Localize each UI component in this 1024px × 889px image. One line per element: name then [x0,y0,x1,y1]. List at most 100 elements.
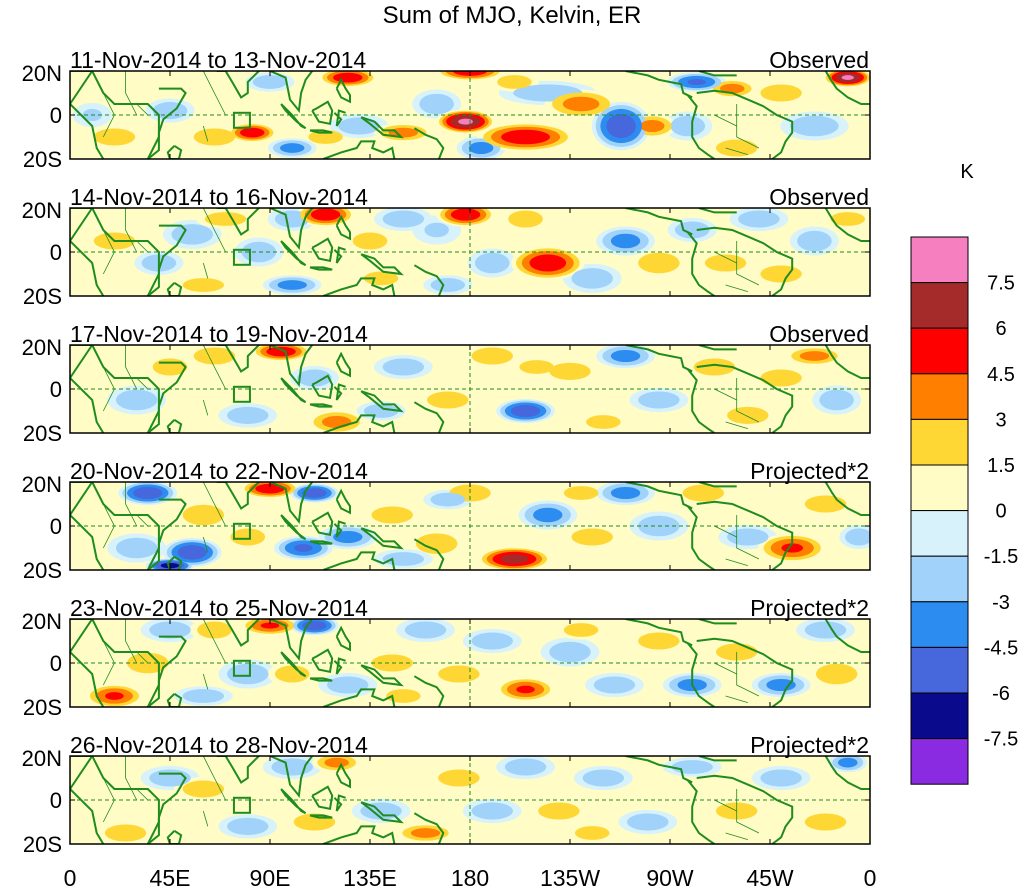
colorbar-swatch [910,738,969,785]
contour-blob [105,692,124,700]
country-border [202,673,209,690]
contour-blob [182,689,225,703]
coastline [360,527,404,550]
contour-blob [371,506,413,524]
coastline [309,129,333,134]
colorbar-level-label: 3 [995,409,1006,431]
contour-blob [738,210,780,228]
country-border [125,756,138,801]
coastline [360,801,404,824]
contour-blob [841,75,854,81]
y-tick-label: 20S [23,695,62,720]
coastline [70,208,105,296]
contour-blob [252,75,288,89]
coastline [269,208,313,251]
y-tick-label: 20N [22,61,62,86]
contour-blob [638,632,680,650]
colorbar-level-label: -3 [992,592,1010,614]
coastline [333,246,346,264]
y-tick-label: 0 [50,514,62,539]
country-border [202,619,226,664]
coastline [824,482,870,516]
colorbar-level-label: -1.5 [984,546,1018,568]
coastline [147,498,187,570]
country-border [125,208,138,253]
coastline [166,555,183,570]
contour-blob [115,537,158,559]
contour-blob [260,622,280,629]
contour-blob [500,554,529,564]
contour-blob [582,769,625,787]
coastline [625,208,693,236]
coastline [280,377,307,404]
contour-blob [760,369,802,387]
contour-blob [571,268,613,289]
contour-blob [297,369,332,387]
country-border [714,388,737,401]
contour-blob [227,817,269,835]
y-tick-label: 20S [23,421,62,446]
coastline [269,619,313,662]
coastline [311,100,334,125]
coastline [625,71,693,99]
country-border [202,262,209,279]
coastline [333,794,346,812]
y-tick-label: 20S [23,558,62,583]
contour-blob [177,545,207,560]
coastline [322,825,396,844]
contour-blob [819,389,854,411]
y-tick-label: 20N [22,335,62,360]
coastline [216,482,260,510]
contour-blob [204,212,247,226]
panel-label: Projected*2 [750,732,869,758]
country-border [136,788,149,801]
contour-blob [508,210,543,228]
coastline [687,505,715,570]
coastline [147,87,187,159]
coastline [70,345,105,433]
colorbar-swatch [910,236,969,284]
colorbar-swatch [910,555,969,603]
colorbar-level-label: 6 [995,318,1006,340]
coastline [333,657,346,675]
y-tick-label: 0 [50,788,62,813]
panel-date-range: 23-Nov-2014 to 25-Nov-2014 [70,595,368,621]
contour-blob [610,349,641,363]
x-axis: 0 45E 90E 135E 180 135W 90W 45W 0 [64,865,877,889]
contour-blob [563,623,599,637]
panel-label: Observed [769,47,869,73]
coastline [166,281,183,296]
contour-blob [760,84,802,102]
panel-label: Projected*2 [750,458,869,484]
panel-3: 20N 0 20S 17-Nov-2014 to 19-Nov-2014 Observe… [22,321,871,446]
contour-blob [404,621,447,639]
coastline [322,277,396,296]
coastline [413,675,445,707]
contour-blob [501,129,550,145]
coastline [311,511,334,536]
contour-blob [804,813,847,831]
coastline [625,482,693,510]
coastline [269,345,313,388]
coastline [70,619,105,707]
coastline [360,116,404,139]
coastline [696,226,794,296]
contour-blob [804,621,847,639]
y-tick-label: 0 [50,240,62,265]
contour-blob [93,128,136,146]
coastline [360,253,404,276]
country-border [202,399,209,416]
coastline [687,779,715,844]
colorbar-level-label: 4.5 [987,364,1015,386]
contour-blob [182,278,225,292]
y-tick-label: 20N [22,198,62,223]
coastline [216,208,260,236]
country-border [202,125,209,142]
contour-blob [468,141,494,155]
country-border [202,208,226,253]
y-tick-label: 0 [50,651,62,676]
contour-blob [704,254,747,272]
region-box [232,659,251,677]
coastline [147,635,187,707]
